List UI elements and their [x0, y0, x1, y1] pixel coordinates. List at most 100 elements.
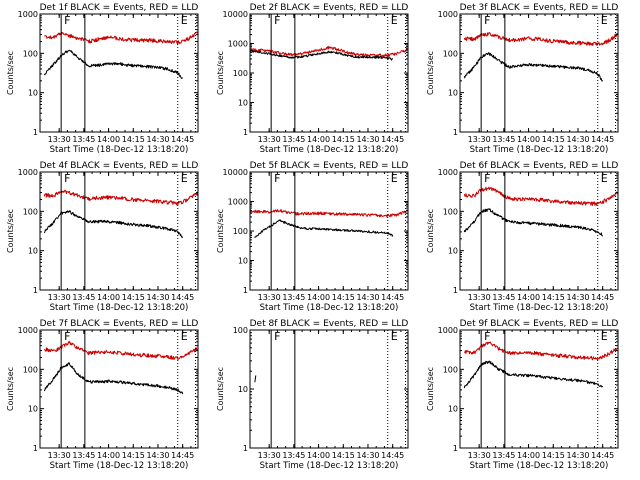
- x-tick-label: 14:15: [122, 451, 145, 460]
- series-lld-line: [463, 32, 618, 46]
- marker-label-F: F: [484, 172, 490, 185]
- marker-label-E: E: [601, 330, 608, 343]
- x-tick-label: 14:45: [381, 293, 404, 302]
- y-tick-label: 1000: [228, 40, 248, 49]
- x-tick-label: 14:45: [381, 451, 404, 460]
- x-tick-label: 14:15: [332, 135, 355, 144]
- x-tick-label: 14:45: [171, 293, 194, 302]
- y-tick-label: 1000: [438, 168, 458, 177]
- y-tick-label: 10000: [223, 168, 248, 177]
- x-axis-label: Start Time (18-Dec-12 13:18:20): [260, 461, 399, 471]
- plot-area: [463, 341, 618, 389]
- x-tick-label: 14:45: [591, 135, 614, 144]
- x-tick-label: 14:15: [332, 451, 355, 460]
- series-events-line: [43, 49, 183, 79]
- panel-title: Det 1f BLACK = Events, RED = LLD: [40, 3, 199, 13]
- panel-title: Det 5f BLACK = Events, RED = LLD: [250, 161, 409, 171]
- x-tick-label: 14:00: [97, 451, 120, 460]
- axes-frame: [39, 171, 199, 291]
- series-events-line: [463, 208, 604, 237]
- marker-label-E: E: [391, 14, 398, 27]
- x-tick-label: 14:45: [591, 451, 614, 460]
- x-tick-label: 13:30: [48, 135, 71, 144]
- y-axis-label: Counts/sec: [216, 209, 225, 253]
- marker-label-F: F: [484, 14, 490, 27]
- series-events-line: [250, 49, 393, 61]
- y-tick-label: 1: [33, 444, 38, 453]
- plot-area: [250, 45, 408, 61]
- panel-title: Det 9f BLACK = Events, RED = LLD: [460, 319, 619, 329]
- x-axis-label: Start Time (18-Dec-12 13:18:20): [50, 303, 189, 313]
- y-tick-label: 100: [23, 365, 38, 374]
- y-tick-label: 1000: [18, 10, 38, 19]
- x-axis-label: Start Time (18-Dec-12 13:18:20): [470, 303, 609, 313]
- x-axis-label: Start Time (18-Dec-12 13:18:20): [50, 461, 189, 471]
- y-tick-label: 100: [443, 207, 458, 216]
- y-tick-label: 10000: [223, 10, 248, 19]
- x-tick-label: 14:00: [97, 293, 120, 302]
- x-tick-label: 13:45: [282, 135, 305, 144]
- x-tick-label: 14:30: [356, 451, 379, 460]
- series-events-line: [43, 362, 184, 395]
- y-tick-label: 10: [28, 247, 38, 256]
- x-tick-label: 13:45: [72, 135, 95, 144]
- y-tick-label: 100: [233, 69, 248, 78]
- x-tick-label: 14:45: [171, 451, 194, 460]
- y-tick-label: 100: [233, 227, 248, 236]
- marker-label-F: F: [274, 172, 280, 185]
- x-tick-label: 13:30: [48, 293, 71, 302]
- plot-area: [43, 31, 198, 79]
- x-tick-label: 14:30: [146, 135, 169, 144]
- y-tick-label: 1: [33, 286, 38, 295]
- series-events-line: [254, 219, 394, 238]
- y-axis-label: Counts/sec: [216, 367, 225, 411]
- series-events-line: [463, 52, 604, 82]
- x-tick-label: 13:30: [468, 451, 491, 460]
- marker-label-F: F: [64, 172, 70, 185]
- series-events-line: [254, 375, 257, 383]
- x-tick-label: 13:30: [468, 135, 491, 144]
- y-tick-label: 10: [28, 405, 38, 414]
- y-tick-label: 100: [233, 326, 248, 335]
- series-lld-line: [463, 341, 618, 361]
- panel-title: Det 2f BLACK = Events, RED = LLD: [250, 3, 409, 13]
- panel-title: Det 8f BLACK = Events, RED = LLD: [250, 319, 409, 329]
- x-tick-label: 14:45: [591, 293, 614, 302]
- x-tick-label: 14:00: [307, 293, 330, 302]
- x-tick-label: 13:30: [258, 451, 281, 460]
- y-tick-label: 1: [243, 444, 248, 453]
- series-lld-line: [43, 340, 198, 360]
- axes-frame: [249, 13, 409, 133]
- x-tick-label: 14:00: [517, 451, 540, 460]
- plot-area: [463, 32, 618, 82]
- axes-frame: [249, 329, 409, 449]
- x-axis-label: Start Time (18-Dec-12 13:18:20): [470, 145, 609, 155]
- series-lld-line: [43, 31, 198, 45]
- marker-label-F: F: [274, 14, 280, 27]
- plot-area: [463, 186, 618, 237]
- plot-area: [254, 375, 257, 383]
- y-tick-label: 10: [238, 257, 248, 266]
- axes-frame: [459, 13, 619, 133]
- marker-label-E: E: [181, 14, 188, 27]
- x-tick-label: 13:45: [282, 293, 305, 302]
- marker-label-E: E: [391, 330, 398, 343]
- marker-label-F: F: [484, 330, 490, 343]
- panel-title: Det 7f BLACK = Events, RED = LLD: [40, 319, 199, 329]
- axes-frame: [459, 329, 619, 449]
- y-tick-label: 1: [33, 128, 38, 137]
- plot-area: [43, 340, 198, 395]
- x-tick-label: 14:00: [517, 135, 540, 144]
- y-axis-label: Counts/sec: [6, 209, 15, 253]
- y-axis-label: Counts/sec: [6, 51, 15, 95]
- x-tick-label: 13:45: [282, 451, 305, 460]
- series-lld-line: [463, 186, 618, 206]
- x-tick-label: 14:15: [332, 293, 355, 302]
- y-axis-label: Counts/sec: [6, 367, 15, 411]
- axes-frame: [249, 171, 409, 291]
